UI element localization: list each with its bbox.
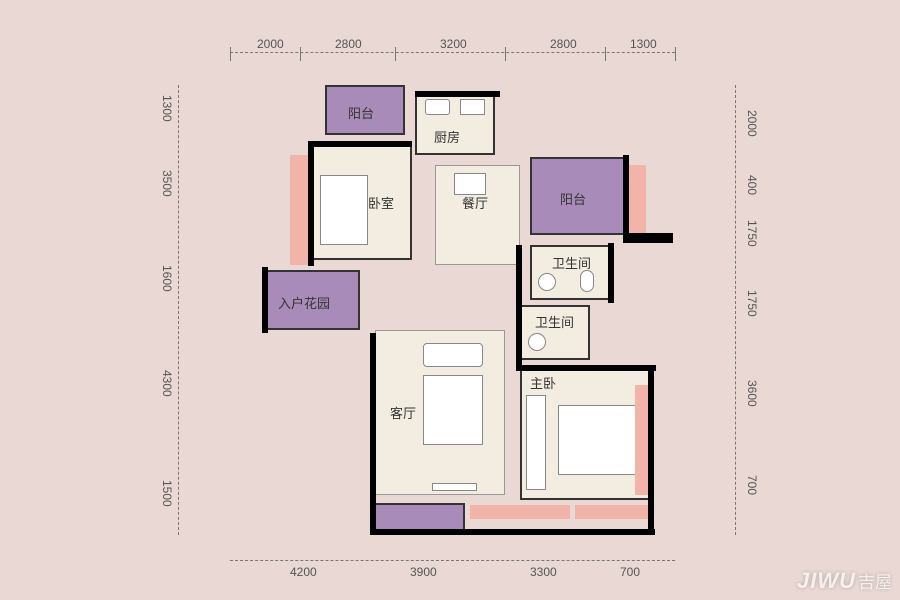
wall-n2 <box>415 91 500 97</box>
label-master-bedroom: 主卧 <box>530 373 556 392</box>
wall-n1 <box>312 141 412 147</box>
dim-left-1: 3500 <box>160 170 174 197</box>
dim-left-4: 1500 <box>160 480 174 507</box>
wall-e3 <box>623 155 629 237</box>
wall-e2 <box>608 243 614 303</box>
label-balcony-ne: 阳台 <box>560 189 586 208</box>
basin2-icon <box>528 333 546 351</box>
floor-plan: 阳台 厨房 卧室 餐厅 阳台 入户花园 卫生间 卫生间 客厅 主卧 <box>220 85 700 555</box>
label-balcony-nw: 阳台 <box>348 103 374 122</box>
master-bed-icon <box>558 405 636 475</box>
dim-bot-3: 700 <box>620 565 640 579</box>
label-entry-garden: 入户花园 <box>278 293 330 312</box>
label-dining: 餐厅 <box>462 193 488 212</box>
watermark-zh: 吉屋 <box>858 568 892 593</box>
dim-bot-0: 4200 <box>290 565 317 579</box>
dim-left-3: 4300 <box>160 370 174 397</box>
label-living: 客厅 <box>390 403 416 422</box>
accent-4 <box>575 505 650 519</box>
stove-icon <box>460 99 485 115</box>
watermark: JIWU 吉屋 <box>797 568 892 594</box>
dim-top-4: 1300 <box>630 37 657 51</box>
basin1-icon <box>538 273 556 291</box>
accent-2 <box>370 503 465 531</box>
dim-top-1: 2800 <box>335 37 362 51</box>
label-bath2: 卫生间 <box>535 312 574 331</box>
wall-mid2 <box>516 365 656 371</box>
dim-top-2: 3200 <box>440 37 467 51</box>
dim-axis-top <box>230 52 675 53</box>
dim-right-2: 1750 <box>745 220 759 247</box>
tv-icon <box>432 483 477 491</box>
wall-w3 <box>370 333 376 533</box>
table-icon <box>454 173 486 195</box>
toilet1-icon <box>580 270 594 292</box>
wall-e1 <box>648 365 654 535</box>
bed-icon <box>320 175 368 245</box>
dim-right-1: 400 <box>745 175 759 195</box>
dim-top-3: 2800 <box>550 37 577 51</box>
wall-ne-spur <box>623 233 673 243</box>
label-kitchen: 厨房 <box>434 127 460 146</box>
accent-3 <box>470 505 570 519</box>
dim-axis-bottom <box>230 560 675 561</box>
dim-axis-left <box>178 85 179 535</box>
accent-1 <box>628 165 646 235</box>
dim-bot-2: 3300 <box>530 565 557 579</box>
dim-right-0: 2000 <box>745 110 759 137</box>
dim-top-0: 2000 <box>257 37 284 51</box>
sofa-icon <box>423 343 483 367</box>
wall-w2 <box>262 267 268 333</box>
dim-left-0: 1300 <box>160 95 174 122</box>
accent-0 <box>290 155 308 265</box>
dim-axis-right <box>735 85 736 535</box>
sink-icon <box>425 99 450 115</box>
label-bedroom: 卧室 <box>368 193 394 212</box>
watermark-en: JIWU <box>797 568 856 594</box>
dim-right-3: 1750 <box>745 290 759 317</box>
dim-right-4: 3600 <box>745 380 759 407</box>
dim-right-5: 700 <box>745 475 759 495</box>
wardrobe-icon <box>526 395 546 490</box>
dim-bot-1: 3900 <box>410 565 437 579</box>
wall-w1 <box>308 141 314 266</box>
rug-icon <box>423 375 483 445</box>
dim-left-2: 1600 <box>160 265 174 292</box>
wall-mid1 <box>516 245 522 365</box>
wall-s1 <box>370 529 655 535</box>
